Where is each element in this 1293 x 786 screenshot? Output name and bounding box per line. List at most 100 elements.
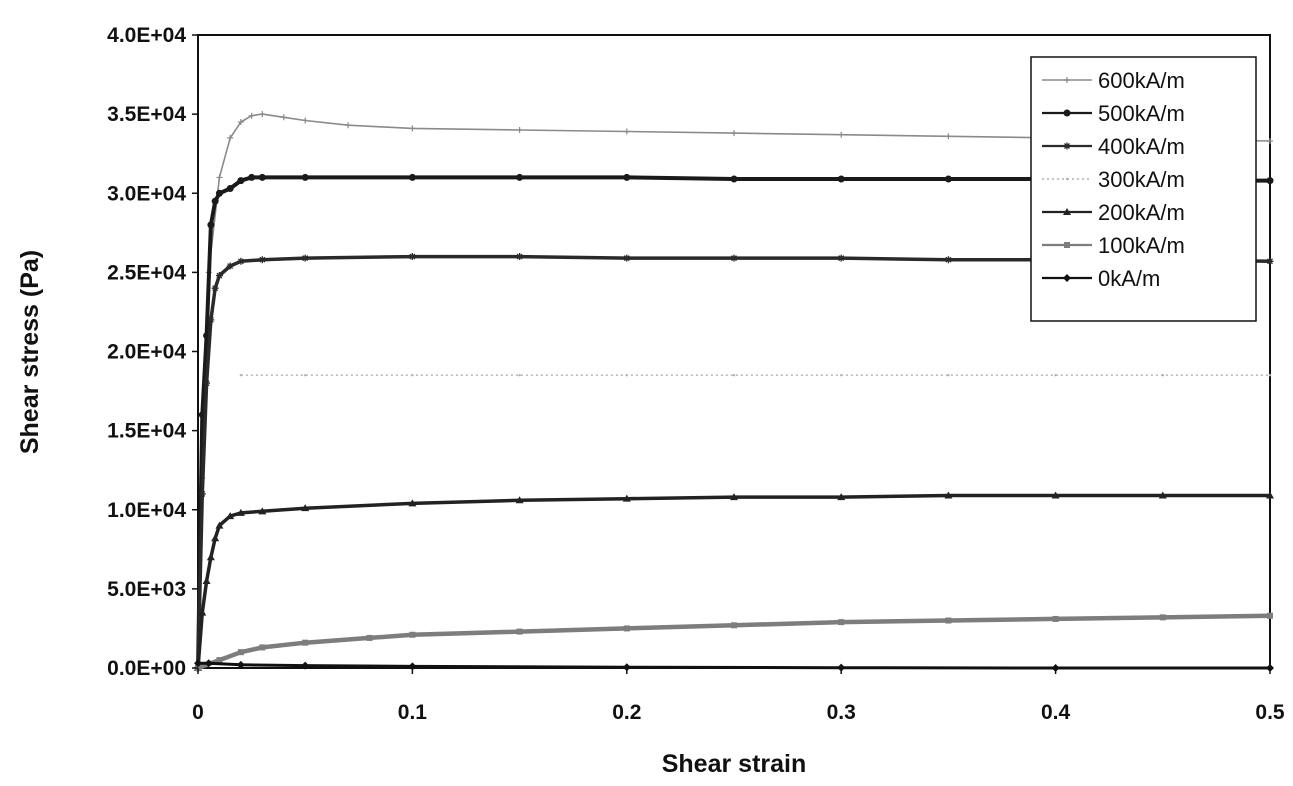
data-point: [731, 622, 737, 629]
data-point: [211, 284, 219, 292]
data-point: [1266, 257, 1274, 265]
data-point: [732, 374, 736, 377]
x-tick-label: 0.3: [827, 701, 856, 724]
legend-item: 200kA/m: [1042, 200, 1185, 225]
x-tick-label: 0.2: [612, 701, 641, 724]
data-point: [623, 173, 631, 181]
y-tick-label: 5.0E+03: [107, 578, 186, 601]
data-point: [516, 126, 523, 133]
y-tick-label: 0.0E+00: [107, 657, 186, 680]
legend-marker: [1063, 109, 1071, 117]
data-point: [204, 659, 213, 668]
legend-marker: [1065, 177, 1069, 181]
data-point: [625, 374, 628, 377]
data-point: [730, 493, 738, 501]
legend-label: 400kA/m: [1098, 134, 1185, 159]
data-point: [239, 374, 243, 377]
data-point: [1268, 374, 1272, 377]
data-point: [302, 639, 309, 646]
data-point: [944, 175, 952, 183]
legend-item: 0kA/m: [1042, 266, 1160, 291]
data-point: [947, 374, 950, 377]
legend-marker: [1063, 274, 1071, 282]
data-point: [215, 189, 223, 197]
data-point: [301, 254, 309, 262]
legend-item: 300kA/m: [1042, 167, 1185, 192]
data-point: [837, 175, 845, 183]
data-point: [215, 521, 224, 529]
data-point: [366, 634, 373, 641]
x-axis-ticks: 0 0.1 0.2 0.3 0.4 0.5: [192, 668, 1285, 724]
legend-items: 600kA/m 500kA/m 400kA/m 300kA/m 200kA/m 100kA…: [1042, 68, 1185, 291]
data-point: [203, 379, 211, 387]
legend-label: 500kA/m: [1098, 101, 1185, 126]
y-tick-label: 2.5E+04: [107, 261, 186, 284]
data-point: [409, 631, 416, 638]
data-point: [622, 663, 631, 672]
data-point: [258, 173, 266, 181]
data-point: [837, 254, 845, 262]
data-point: [1267, 612, 1273, 619]
legend-label: 600kA/m: [1098, 68, 1185, 93]
data-point: [1052, 615, 1059, 622]
data-point: [194, 659, 202, 668]
data-point: [248, 112, 255, 119]
data-point: [248, 173, 256, 181]
data-point: [202, 576, 211, 584]
data-point: [207, 316, 215, 324]
data-point: [1054, 374, 1057, 377]
data-point: [226, 512, 235, 520]
data-point: [301, 661, 310, 670]
legend-label: 200kA/m: [1098, 200, 1185, 225]
y-axis-title: Shear stress (Pa): [16, 250, 44, 454]
data-point: [258, 507, 267, 515]
data-point: [838, 619, 845, 626]
y-tick-label: 1.0E+04: [107, 499, 186, 522]
x-axis-title: Shear strain: [662, 750, 807, 778]
data-point: [408, 253, 416, 261]
data-point: [301, 173, 309, 181]
data-point: [237, 649, 244, 656]
series-layer: [194, 111, 1274, 672]
legend-marker: [1064, 77, 1070, 83]
data-point: [302, 117, 309, 124]
data-point: [280, 114, 287, 121]
x-tick-label: 0.1: [398, 701, 428, 724]
legend-item: 500kA/m: [1042, 101, 1185, 126]
series-line: [197, 113, 1271, 669]
data-point: [236, 508, 245, 516]
data-point: [945, 617, 952, 624]
data-point: [237, 257, 245, 265]
data-point: [259, 644, 266, 651]
data-point: [211, 197, 219, 205]
data-point: [837, 493, 846, 501]
series-0kam: [194, 659, 1274, 672]
data-point: [622, 494, 631, 502]
data-point: [1266, 491, 1274, 499]
data-point: [409, 125, 416, 132]
data-point: [837, 663, 846, 672]
data-point: [730, 254, 738, 262]
y-tick-label: 3.0E+04: [107, 182, 186, 205]
data-point: [226, 185, 234, 193]
legend-marker: [1063, 208, 1071, 215]
legend-label: 0kA/m: [1098, 266, 1160, 291]
data-point: [1158, 491, 1167, 499]
data-point: [226, 262, 234, 270]
data-point: [206, 553, 215, 561]
x-tick-label: 0: [192, 701, 204, 724]
data-point: [515, 496, 524, 504]
y-tick-label: 4.0E+04: [107, 24, 186, 47]
legend-item: 100kA/m: [1042, 233, 1185, 258]
legend-item: 600kA/m: [1042, 68, 1185, 93]
data-point: [1267, 138, 1273, 145]
legend-marker: [1063, 142, 1071, 150]
data-point: [408, 499, 417, 507]
data-point: [731, 130, 737, 137]
data-point: [840, 374, 843, 377]
series-line: [196, 175, 1270, 669]
data-point: [301, 504, 310, 512]
y-tick-label: 1.5E+04: [107, 420, 186, 443]
